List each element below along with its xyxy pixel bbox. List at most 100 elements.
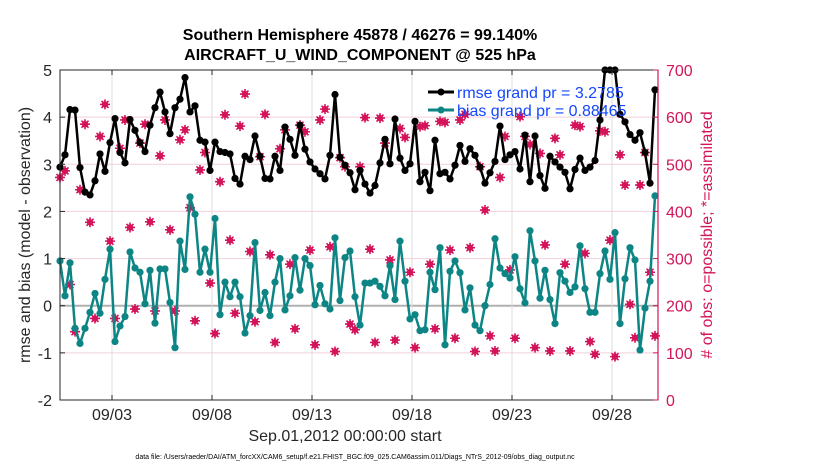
obs-count-point (210, 328, 220, 339)
bias-point (586, 308, 594, 316)
obs-count-point (105, 236, 115, 247)
rmse-point (311, 165, 319, 173)
rmse-point (101, 167, 109, 175)
obs-count-point (420, 120, 430, 131)
rmse-point (321, 175, 329, 183)
obs-count-point (630, 332, 640, 343)
rmse-point (266, 175, 274, 183)
rmse-point (91, 177, 99, 185)
obs-count-point (310, 339, 320, 350)
obs-count-point (445, 245, 455, 256)
rmse-point (201, 138, 209, 146)
y-axis-label-right: # of obs: o=possible; *=assimilated (699, 111, 716, 358)
y-tick-label-right: 100 (666, 346, 693, 363)
rmse-point (566, 185, 574, 193)
rmse-point (586, 163, 594, 171)
rmse-point (276, 166, 284, 175)
bias-point (251, 238, 259, 247)
rmse-point (161, 108, 169, 116)
rmse-point (271, 152, 279, 160)
marker-dot (291, 325, 299, 333)
bias-point (481, 302, 489, 310)
bias-point (421, 326, 429, 334)
obs-count-point (400, 132, 410, 143)
bias-point (161, 265, 169, 273)
rmse-point (451, 161, 459, 169)
bias-point (126, 248, 134, 256)
marker-dot (366, 245, 374, 253)
rmse-point (281, 123, 289, 131)
marker-dot (146, 218, 154, 225)
y-tick-label-left: 2 (43, 204, 52, 221)
bias-point (521, 299, 529, 307)
bias-point (391, 295, 399, 304)
obs-count-point (235, 121, 245, 132)
bias-point (651, 192, 659, 200)
bias-point (116, 322, 124, 330)
marker-dot (286, 261, 294, 268)
obs-count-point (230, 308, 240, 319)
marker-dot (226, 236, 234, 244)
y-tick-label-right: 600 (666, 110, 693, 127)
marker-dot (401, 134, 409, 141)
rmse-point (496, 122, 504, 130)
legend: rmse grand pr = 3.2785 bias grand pr = 0… (428, 85, 627, 120)
marker-dot (386, 256, 394, 264)
bias-point (511, 253, 519, 261)
rmse-point (401, 166, 409, 175)
bias-point (551, 320, 559, 328)
obs-count-point (240, 89, 250, 100)
obs-count-point (125, 222, 135, 233)
rmse-point (561, 168, 569, 176)
rmse-point (306, 158, 314, 166)
bias-point (181, 265, 189, 274)
obs-count-point (585, 336, 595, 347)
marker-dot (311, 341, 319, 349)
rmse-point (226, 150, 234, 158)
obs-count-markers (55, 89, 660, 362)
obs-count-point (545, 345, 555, 356)
marker-dot (131, 305, 139, 313)
bias-point (236, 293, 244, 301)
y-tick-label-left: 1 (43, 252, 52, 269)
rmse-point (411, 117, 419, 125)
marker-dot (361, 114, 369, 121)
bias-point (286, 292, 294, 300)
obs-count-point (195, 164, 205, 175)
rmse-point (151, 104, 159, 112)
obs-count-point (80, 119, 90, 130)
rmse-point (246, 155, 254, 164)
y-tick-label-right: 300 (666, 252, 693, 269)
rmse-point (251, 132, 259, 140)
bias-point (96, 309, 104, 317)
rmse-point (641, 148, 649, 157)
bias-point (611, 229, 619, 237)
bias-point (81, 324, 89, 332)
marker-dot (86, 219, 94, 226)
obs-count-point (635, 180, 645, 191)
rmse-point (141, 147, 149, 156)
rmse-point (191, 102, 199, 110)
rmse-point (171, 104, 179, 112)
bias-point (466, 284, 474, 292)
bias-point (356, 321, 364, 329)
obs-count-point (485, 330, 495, 341)
marker-dot (546, 347, 554, 355)
bias-point (156, 265, 164, 273)
legend-bias-marker (437, 106, 445, 114)
marker-dot (81, 121, 89, 128)
marker-dot (586, 338, 594, 345)
bias-point (561, 277, 569, 285)
bias-point (646, 277, 654, 285)
bias-point (311, 301, 319, 309)
rmse-point (76, 163, 84, 172)
obs-count-point (560, 259, 570, 270)
x-axis-label: Sep.01,2012 00:00:00 start (248, 428, 442, 445)
marker-dot (616, 151, 624, 159)
rmse-point (406, 160, 414, 168)
obs-count-point (605, 235, 615, 246)
obs-count-point (395, 123, 405, 134)
y-tick-label-right: 0 (666, 393, 675, 410)
bias-point (321, 300, 329, 308)
marker-dot (241, 90, 249, 98)
